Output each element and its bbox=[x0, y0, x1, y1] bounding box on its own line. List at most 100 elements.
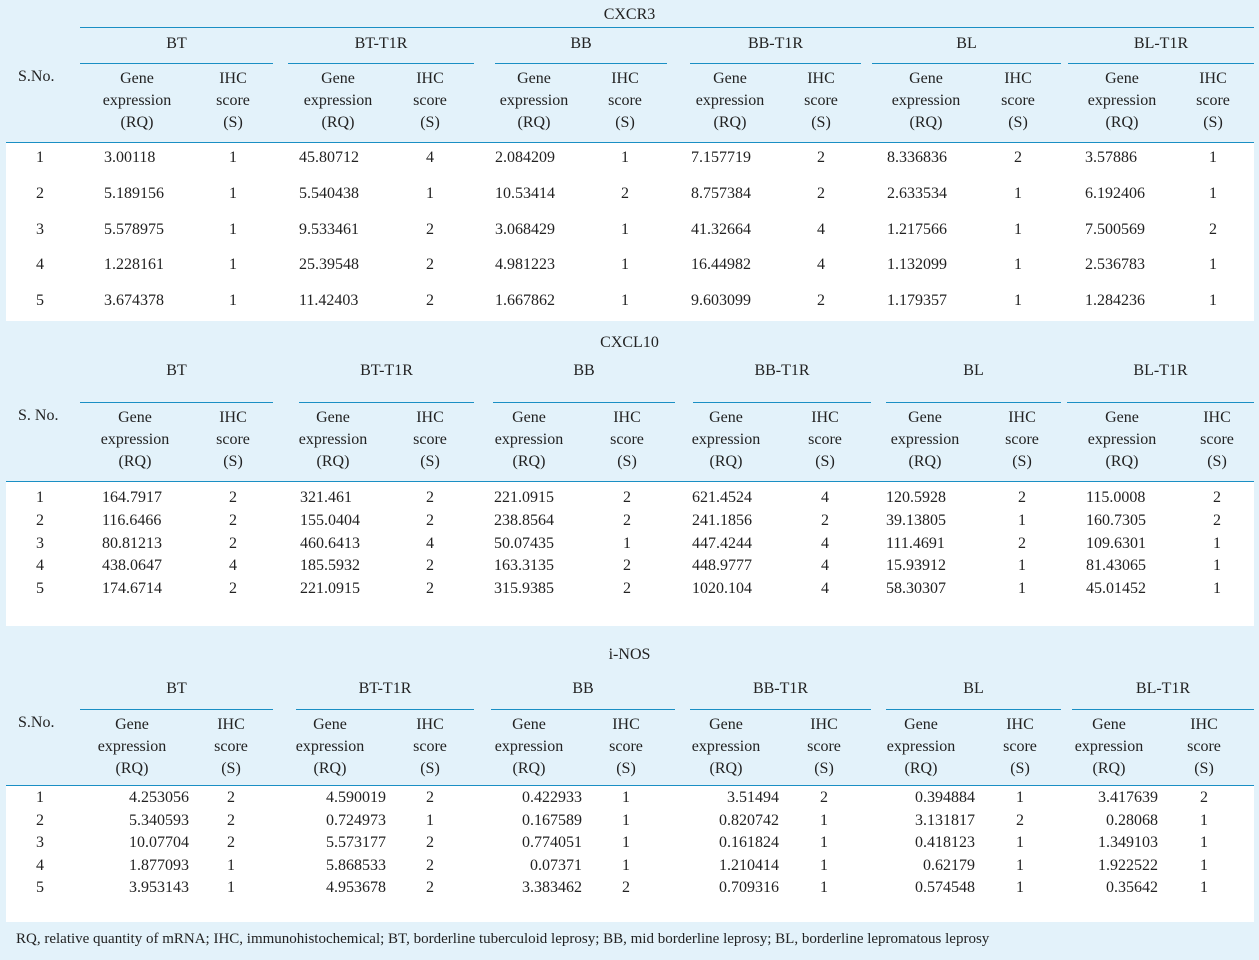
group-underline bbox=[80, 63, 273, 64]
gene-expression-cell: 3.417639 bbox=[1098, 789, 1158, 806]
group-underline bbox=[690, 63, 861, 64]
ihc-score-cell: 4 bbox=[821, 534, 829, 552]
group-underline bbox=[80, 709, 273, 710]
ihc-score-cell: 2 bbox=[1014, 149, 1022, 166]
header-line: (S) bbox=[815, 453, 835, 470]
header-line: (S) bbox=[223, 453, 243, 470]
gene-expression-cell: 2.084209 bbox=[495, 149, 555, 166]
ihc-score-cell: 2 bbox=[229, 580, 237, 598]
header-line: IHC bbox=[1203, 409, 1231, 426]
ihc-score-cell: 2 bbox=[227, 811, 235, 829]
ihc-score-header: IHC score (S) bbox=[203, 68, 263, 134]
gene-expression-cell: 39.13805 bbox=[886, 511, 946, 529]
gene-expression-header: Gene expression (RQ) bbox=[871, 714, 971, 780]
gene-expression-cell: 3.57886 bbox=[1085, 149, 1137, 166]
ihc-score-cell: 1 bbox=[1016, 789, 1024, 806]
header-line: (RQ) bbox=[1105, 114, 1139, 131]
header-line: expression bbox=[891, 92, 961, 109]
table-title: CXCL10 bbox=[600, 334, 659, 351]
header-line: (S) bbox=[814, 760, 834, 777]
ihc-score-cell: 1 bbox=[820, 856, 828, 874]
header-line: score bbox=[804, 92, 838, 109]
ihc-score-cell: 2 bbox=[817, 184, 825, 202]
group-underline bbox=[1068, 63, 1254, 64]
ihc-score-cell: 2 bbox=[426, 489, 434, 506]
ihc-score-header: IHC score (S) bbox=[791, 68, 851, 134]
ihc-score-cell: 4 bbox=[821, 580, 829, 598]
gene-expression-cell: 80.81213 bbox=[102, 534, 162, 552]
table-row: 4 438.0647 4 185.5932 2 163.3135 2 448.9777 4 15.… bbox=[6, 555, 1254, 577]
ihc-score-header: IHC score (S) bbox=[794, 714, 854, 780]
gene-expression-cell: 3.953143 bbox=[129, 879, 189, 896]
gene-expression-cell: 238.8564 bbox=[494, 511, 554, 529]
group-underline bbox=[886, 709, 1061, 710]
header-line: (RQ) bbox=[517, 114, 551, 131]
sno-header: S.No. bbox=[18, 68, 55, 85]
header-line: (S) bbox=[1010, 760, 1030, 777]
gene-expression-cell: 5.340593 bbox=[129, 811, 189, 829]
header-line: (S) bbox=[617, 453, 637, 470]
group-header: BL bbox=[963, 362, 984, 379]
ihc-score-cell: 1 bbox=[1209, 256, 1217, 274]
gene-expression-cell: 0.161824 bbox=[719, 834, 779, 851]
sno-header: S. No. bbox=[18, 407, 59, 424]
gene-expression-cell: 160.7305 bbox=[1086, 511, 1146, 529]
group-header: BB-T1R bbox=[754, 362, 810, 379]
table-body bbox=[6, 786, 1254, 922]
header-line: Gene bbox=[321, 70, 355, 87]
table-row: 3 5.578975 1 9.533461 2 3.068429 1 41.32664 4 1.2… bbox=[6, 219, 1254, 241]
group-underline bbox=[491, 709, 675, 710]
header-line: IHC bbox=[1004, 70, 1032, 87]
gene-expression-cell: 221.0915 bbox=[494, 489, 554, 506]
ihc-score-header: IHC score (S) bbox=[795, 407, 855, 473]
row-number: 2 bbox=[36, 811, 44, 829]
gene-expression-cell: 163.3135 bbox=[494, 557, 554, 575]
gene-expression-cell: 3.51494 bbox=[727, 789, 779, 806]
table-row: 2 5.189156 1 5.540438 1 10.53414 2 8.757384 2 2.6… bbox=[6, 183, 1254, 205]
header-line: Gene bbox=[512, 409, 546, 426]
row-number: 5 bbox=[36, 292, 44, 310]
header-line: (RQ) bbox=[709, 760, 743, 777]
ihc-score-cell: 2 bbox=[820, 789, 828, 806]
header-line: score bbox=[608, 92, 642, 109]
ihc-score-cell: 1 bbox=[1209, 292, 1217, 310]
gene-expression-header: Gene expression (RQ) bbox=[1059, 714, 1159, 780]
ihc-score-cell: 1 bbox=[622, 856, 630, 874]
row-number: 3 bbox=[36, 534, 44, 552]
gene-expression-cell: 0.709316 bbox=[719, 879, 779, 896]
gene-expression-cell: 9.533461 bbox=[299, 220, 359, 238]
header-line: expression bbox=[303, 92, 373, 109]
gene-expression-cell: 45.80712 bbox=[299, 149, 359, 166]
gene-expression-cell: 0.62179 bbox=[923, 856, 975, 874]
ihc-score-cell: 1 bbox=[1018, 580, 1026, 598]
header-line: Gene bbox=[709, 716, 743, 733]
gene-expression-cell: 4.953678 bbox=[326, 879, 386, 896]
ihc-score-cell: 2 bbox=[1213, 511, 1221, 529]
gene-expression-header: Gene expression (RQ) bbox=[85, 407, 185, 473]
header-line: (RQ) bbox=[118, 453, 152, 470]
header-line: expression bbox=[1074, 738, 1144, 755]
gene-expression-cell: 8.336836 bbox=[887, 149, 947, 166]
gene-expression-header: Gene expression (RQ) bbox=[876, 68, 976, 134]
ihc-score-cell: 4 bbox=[426, 149, 434, 166]
header-line: Gene bbox=[120, 70, 154, 87]
header-line: IHC bbox=[416, 716, 444, 733]
ihc-score-cell: 2 bbox=[426, 580, 434, 598]
gene-expression-cell: 448.9777 bbox=[692, 557, 752, 575]
gene-expression-header: Gene expression (RQ) bbox=[676, 407, 776, 473]
ihc-score-cell: 2 bbox=[426, 879, 434, 896]
ihc-score-cell: 4 bbox=[821, 489, 829, 506]
gene-expression-header: Gene expression (RQ) bbox=[484, 68, 584, 134]
group-header: BB-T1R bbox=[752, 680, 809, 697]
ihc-score-cell: 2 bbox=[622, 879, 630, 896]
ihc-score-cell: 2 bbox=[426, 789, 434, 806]
gene-expression-cell: 5.578975 bbox=[104, 220, 164, 238]
gene-expression-cell: 16.44982 bbox=[691, 256, 751, 274]
ihc-score-cell: 1 bbox=[227, 856, 235, 874]
ihc-score-cell: 1 bbox=[1213, 557, 1221, 575]
group-header: BT bbox=[166, 35, 187, 52]
header-line: score bbox=[609, 738, 643, 755]
header-line: score bbox=[610, 431, 644, 448]
gene-expression-cell: 5.573177 bbox=[326, 834, 386, 851]
table-row: 4 1.228161 1 25.39548 2 4.981223 1 16.44982 4 1.1… bbox=[6, 254, 1254, 276]
